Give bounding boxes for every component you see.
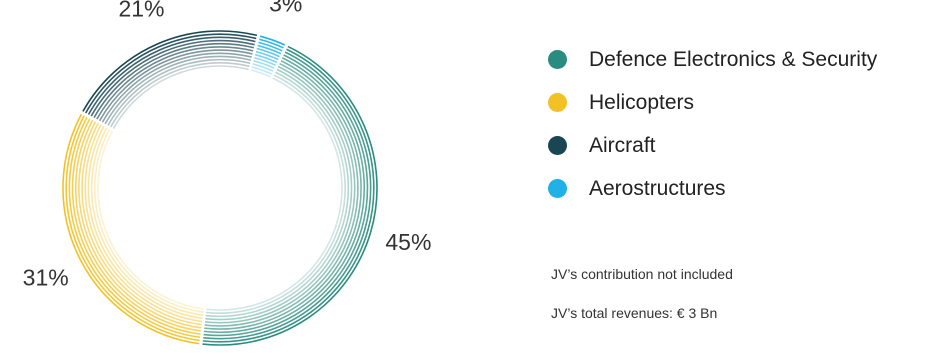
slice-helicopters — [62, 113, 204, 345]
slice-aircraft — [82, 30, 258, 129]
legend-label: Aerostructures — [589, 176, 726, 200]
slice-aerostructures — [250, 35, 286, 78]
legend-item-defence-electronics: Defence Electronics & Security — [548, 38, 877, 81]
legend-swatch — [548, 179, 567, 198]
value-labels: 45% 31% 21% 3% — [23, 0, 432, 291]
value-label-defence-electronics: 45% — [385, 229, 431, 255]
donut-chart: 45% 31% 21% 3% — [23, 0, 432, 346]
value-label-aerostructures: 3% — [269, 0, 302, 16]
legend-label: Aircraft — [589, 133, 656, 157]
legend-swatch — [548, 50, 567, 69]
donut-slices — [62, 30, 378, 346]
chart-legend: Defence Electronics & Security Helicopte… — [548, 38, 877, 210]
legend-label: Helicopters — [589, 90, 695, 114]
legend-label: Defence Electronics & Security — [589, 47, 878, 71]
legend-item-aerostructures: Aerostructures — [548, 167, 877, 210]
legend-swatch — [548, 136, 567, 155]
value-label-aircraft: 21% — [118, 0, 164, 21]
legend-item-helicopters: Helicopters — [548, 81, 877, 124]
footnote-jv-revenues: JV’s total revenues: € 3 Bn — [551, 305, 718, 321]
footnote-jv-contribution: JV’s contribution not included — [551, 266, 733, 282]
value-label-helicopters: 31% — [23, 265, 69, 291]
legend-swatch — [548, 93, 567, 112]
legend-item-aircraft: Aircraft — [548, 124, 877, 167]
slice-defence-electronics — [202, 45, 378, 346]
